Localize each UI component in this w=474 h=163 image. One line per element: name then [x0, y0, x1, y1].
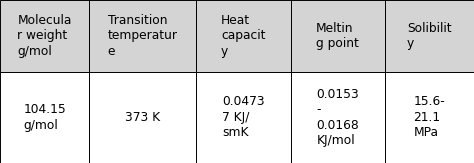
Text: Transition
temperatur
e: Transition temperatur e — [108, 14, 178, 58]
Text: Meltin
g point: Meltin g point — [316, 22, 359, 50]
Bar — [0, 0, 89, 72]
Text: 0.0473
7 KJ/
smK: 0.0473 7 KJ/ smK — [222, 95, 264, 139]
Text: 0.0153
-
0.0168
KJ/mol: 0.0153 - 0.0168 KJ/mol — [316, 88, 359, 147]
Bar — [385, 72, 474, 163]
Bar — [196, 72, 291, 163]
Bar — [385, 0, 474, 72]
Text: 373 K: 373 K — [125, 111, 160, 124]
Bar — [0, 72, 89, 163]
Bar — [196, 0, 291, 72]
Text: Heat
capacit
y: Heat capacit y — [221, 14, 265, 58]
Text: Molecula
r weight
g/mol: Molecula r weight g/mol — [18, 14, 72, 58]
Bar — [291, 72, 385, 163]
Bar — [89, 0, 196, 72]
Bar — [291, 0, 385, 72]
Text: 15.6-
21.1
MPa: 15.6- 21.1 MPa — [413, 95, 445, 139]
Text: 104.15
g/mol: 104.15 g/mol — [23, 103, 66, 132]
Text: Solibilit
y: Solibilit y — [407, 22, 452, 50]
Bar — [89, 72, 196, 163]
